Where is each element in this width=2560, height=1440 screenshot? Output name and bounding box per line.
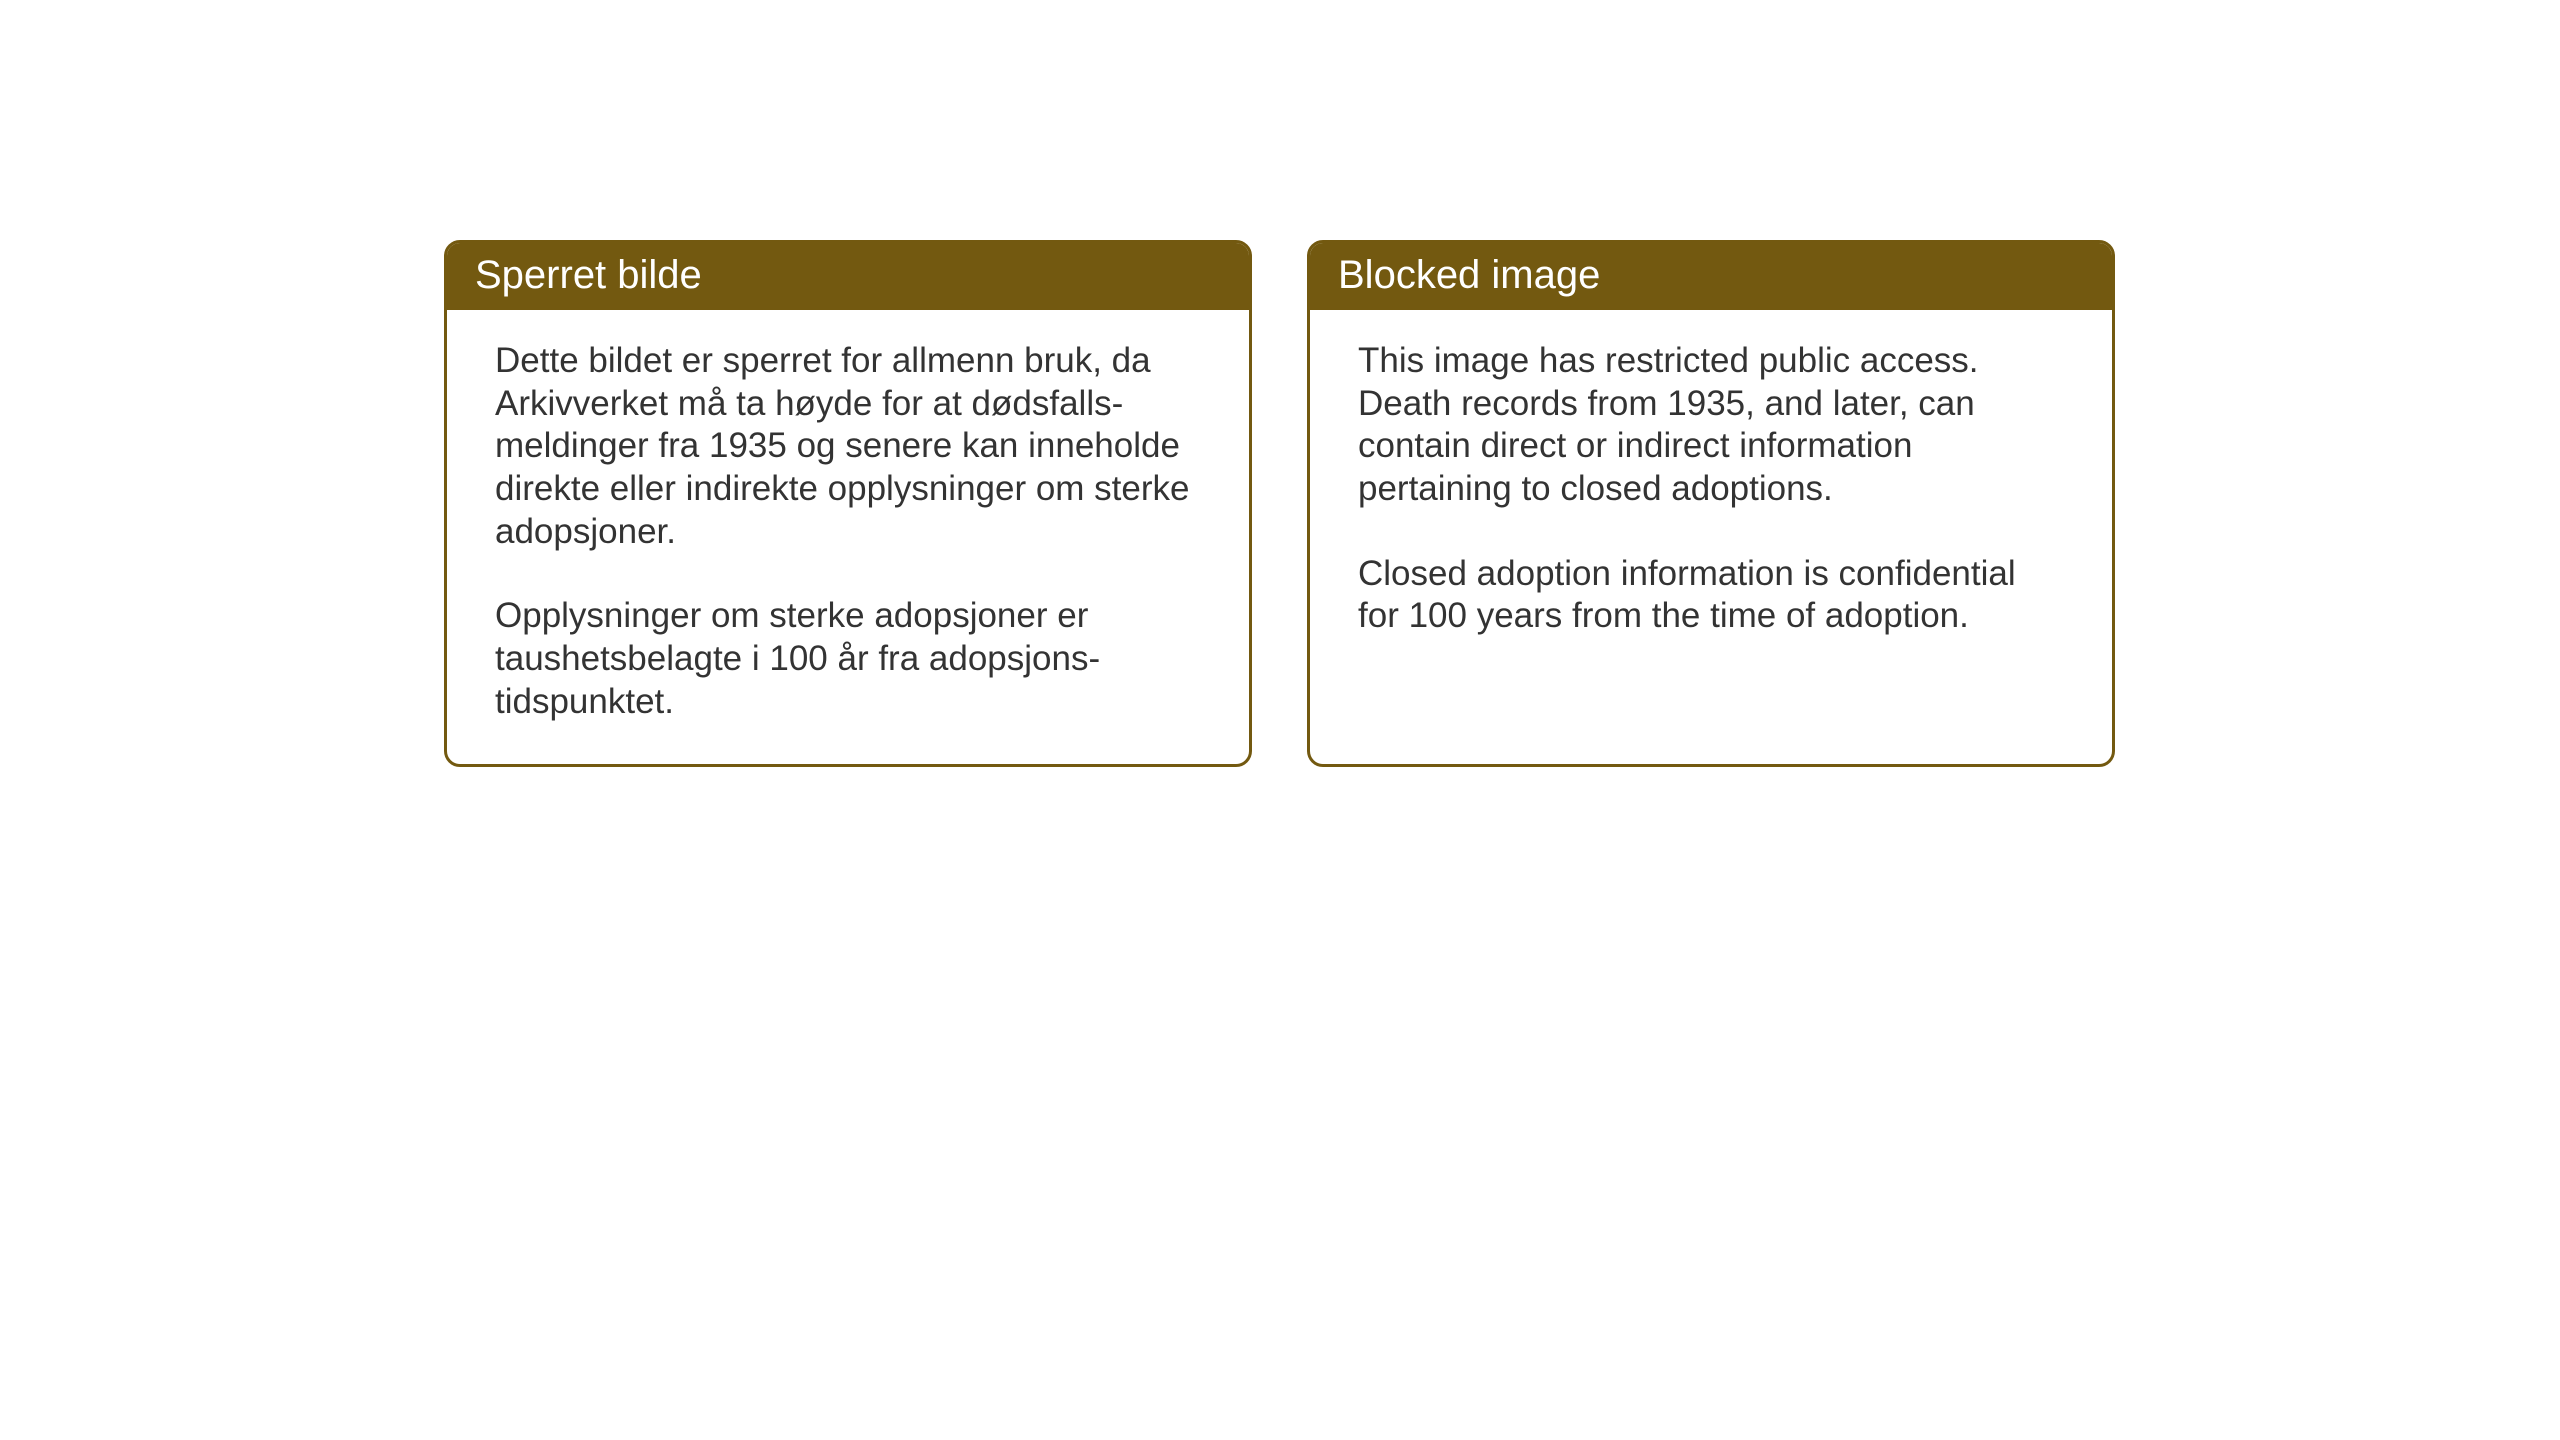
notice-header-norwegian: Sperret bilde [447, 243, 1249, 310]
notice-body-english: This image has restricted public access.… [1310, 310, 2112, 678]
notice-header-english: Blocked image [1310, 243, 2112, 310]
notice-body-norwegian: Dette bildet er sperret for allmenn bruk… [447, 310, 1249, 764]
notice-card-norwegian: Sperret bilde Dette bildet er sperret fo… [444, 240, 1252, 767]
notice-container: Sperret bilde Dette bildet er sperret fo… [444, 240, 2115, 767]
notice-paragraph: Dette bildet er sperret for allmenn bruk… [495, 340, 1201, 553]
notice-paragraph: This image has restricted public access.… [1358, 340, 2064, 511]
notice-paragraph: Closed adoption information is confident… [1358, 553, 2064, 638]
notice-card-english: Blocked image This image has restricted … [1307, 240, 2115, 767]
notice-paragraph: Opplysninger om sterke adopsjoner er tau… [495, 595, 1201, 723]
